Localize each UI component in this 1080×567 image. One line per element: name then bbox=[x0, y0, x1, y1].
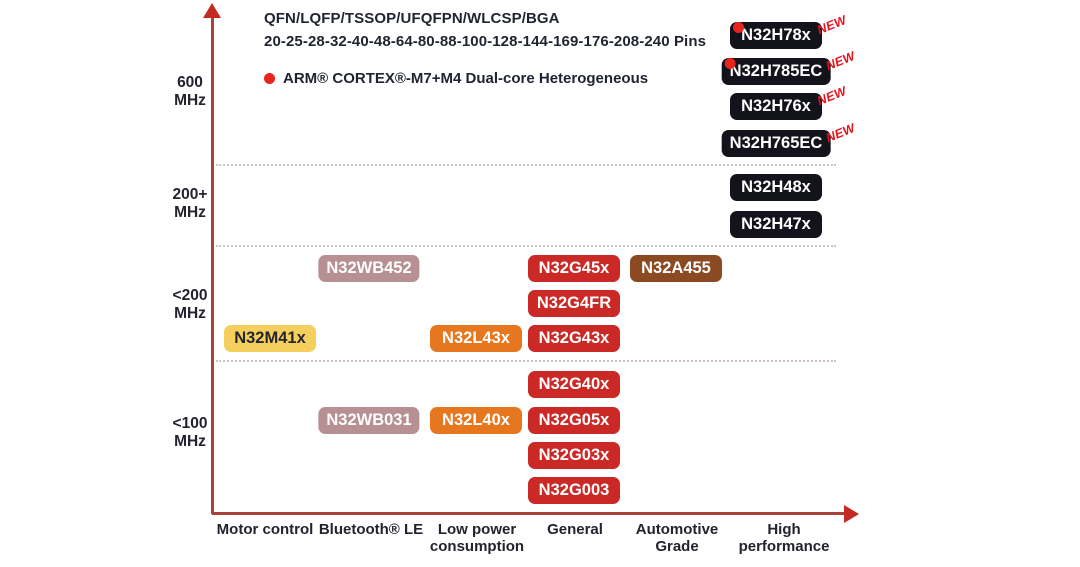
product-name: N32H765EC bbox=[729, 134, 823, 152]
product-badge-n32g40x: N32G40x bbox=[528, 371, 620, 398]
product-badge-n32m41x: N32M41x bbox=[224, 325, 316, 352]
new-badge-tag: NEW bbox=[823, 120, 857, 146]
product-badge-n32h78x: N32H78x NEW bbox=[730, 13, 848, 49]
product-name: N32G40x bbox=[538, 375, 610, 393]
new-badge-tag: NEW bbox=[815, 12, 849, 38]
product-name: N32L43x bbox=[442, 329, 510, 347]
product-name: N32G05x bbox=[538, 411, 610, 429]
product-badge-n32l40x: N32L40x bbox=[430, 407, 522, 434]
legend-label: ARM® CORTEX®-M7+M4 Dual-core Heterogeneo… bbox=[283, 70, 649, 87]
product-name: N32G4FR bbox=[536, 294, 612, 312]
pins-line: 20-25-28-32-40-48-64-80-88-100-128-144-1… bbox=[264, 33, 707, 50]
y-axis-band-label: <200 MHz bbox=[144, 287, 236, 323]
product-badge-n32h785ec: N32H785EC NEW bbox=[721, 49, 857, 85]
product-name: N32H785EC bbox=[729, 62, 823, 80]
x-axis-category-label: Automotive Grade bbox=[635, 521, 719, 555]
product-name: N32H48x bbox=[741, 178, 811, 196]
y-axis-band-label-line: MHz bbox=[174, 92, 206, 109]
dual-core-dot-icon bbox=[724, 58, 736, 69]
y-axis-band-label-line: MHz bbox=[174, 305, 206, 322]
dual-core-dot-icon bbox=[264, 73, 275, 84]
y-axis-band-label: <100 MHz bbox=[144, 415, 236, 451]
y-axis-band-label-line: MHz bbox=[174, 433, 206, 450]
dual-core-dot-icon bbox=[733, 22, 744, 33]
product-badge-n32g03x: N32G03x bbox=[528, 442, 620, 469]
x-axis-category-label: Motor control bbox=[216, 521, 314, 538]
product-badge-n32g4fr: N32G4FR bbox=[528, 290, 620, 317]
product-badge-n32g45x: N32G45x bbox=[528, 255, 620, 282]
x-axis-category-label: Bluetooth® LE bbox=[318, 521, 424, 538]
product-badge-n32g05x: N32G05x bbox=[528, 407, 620, 434]
product-name: N32H78x bbox=[741, 26, 811, 44]
product-name: N32WB452 bbox=[326, 259, 412, 277]
band-divider-line bbox=[216, 164, 836, 166]
product-badge-n32g003: N32G003 bbox=[528, 477, 620, 504]
x-axis-category-label: Low power consumption bbox=[429, 521, 525, 555]
product-name: N32L40x bbox=[442, 411, 510, 429]
x-axis-arrow-icon bbox=[844, 505, 859, 523]
y-axis-band-label-line: 600 bbox=[177, 74, 203, 92]
product-name: N32G45x bbox=[538, 259, 610, 277]
product-name: N32G003 bbox=[538, 481, 610, 499]
y-axis-arrow-icon bbox=[203, 3, 221, 18]
product-name: N32M41x bbox=[234, 329, 306, 347]
y-axis-band-label: 200+ MHz bbox=[144, 186, 236, 222]
product-badge-n32wb452: N32WB452 bbox=[318, 255, 420, 282]
product-name: N32G43x bbox=[538, 329, 610, 347]
new-badge-tag: NEW bbox=[823, 48, 857, 74]
product-name: N32G03x bbox=[538, 446, 610, 464]
y-axis-band-label: 600 MHz bbox=[144, 74, 236, 110]
y-axis-band-label-line: 200+ bbox=[172, 186, 208, 204]
product-badge-n32h76x: N32H76x NEW bbox=[730, 84, 848, 120]
product-name: N32H47x bbox=[741, 215, 811, 233]
product-badge-n32g43x: N32G43x bbox=[528, 325, 620, 352]
x-axis-category-label: General bbox=[547, 521, 603, 538]
band-divider-line bbox=[216, 360, 836, 362]
y-axis-line bbox=[211, 16, 214, 514]
product-badge-n32h47x: N32H47x bbox=[730, 211, 822, 238]
y-axis-band-label-line: <200 bbox=[172, 287, 208, 305]
y-axis-band-label-line: <100 bbox=[172, 415, 208, 433]
x-axis-line bbox=[212, 512, 845, 515]
product-badge-n32h48x: N32H48x bbox=[730, 174, 822, 201]
legend: ARM® CORTEX®-M7+M4 Dual-core Heterogeneo… bbox=[264, 70, 648, 87]
product-name: N32WB031 bbox=[326, 411, 412, 429]
product-name: N32H76x bbox=[741, 97, 811, 115]
band-divider-line bbox=[216, 245, 836, 247]
product-name: N32A455 bbox=[641, 259, 711, 277]
x-axis-category-label: High performance bbox=[738, 521, 830, 555]
product-badge-n32h765ec: N32H765EC NEW bbox=[721, 121, 857, 157]
product-badge-n32wb031: N32WB031 bbox=[318, 407, 420, 434]
y-axis-band-label-line: MHz bbox=[174, 204, 206, 221]
packages-line: QFN/LQFP/TSSOP/UFQFPN/WLCSP/BGA bbox=[264, 10, 560, 27]
product-badge-n32a455: N32A455 bbox=[630, 255, 722, 282]
product-badge-n32l43x: N32L43x bbox=[430, 325, 522, 352]
